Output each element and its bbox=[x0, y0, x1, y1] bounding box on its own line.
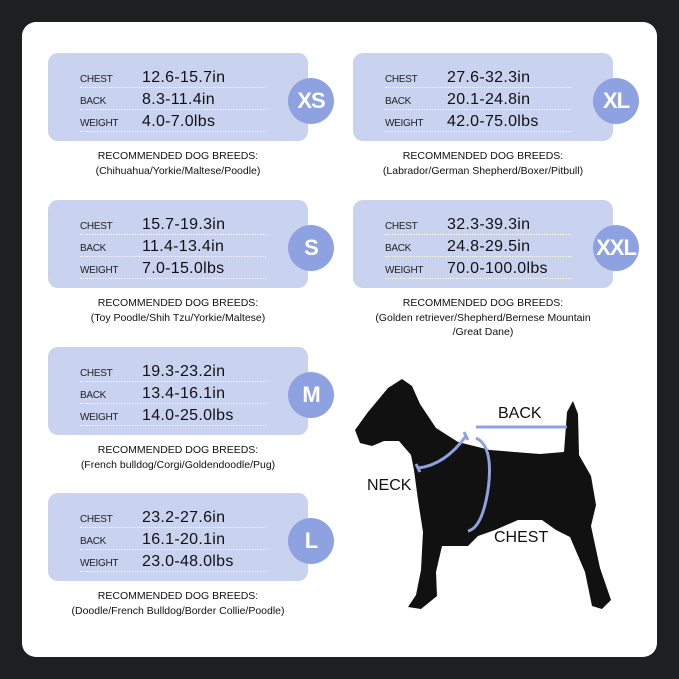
recommended-breeds: RECOMMENDED DOG BREEDS: (Labrador/German … bbox=[333, 149, 633, 178]
back-row: BACK 20.1-24.8in bbox=[385, 87, 571, 110]
back-label: BACK bbox=[80, 536, 107, 547]
recommended-heading: RECOMMENDED DOG BREEDS: bbox=[97, 590, 259, 602]
back-value: 8.3-11.4in bbox=[142, 91, 215, 108]
weight-value: 4.0-7.0lbs bbox=[142, 113, 216, 130]
back-label: BACK bbox=[385, 243, 412, 254]
breed-list: (French bulldog/Corgi/Goldendoodle/Pug) bbox=[80, 458, 276, 471]
weight-row: WEIGHT 23.0-48.0lbs bbox=[80, 549, 266, 572]
dog-silhouette bbox=[355, 379, 611, 609]
recommended-breeds: RECOMMENDED DOG BREEDS: (Golden retriever… bbox=[333, 296, 633, 340]
breed-list: (Toy Poodle/Shih Tzu/Yorkie/Maltese) bbox=[90, 311, 266, 324]
weight-row: WEIGHT 7.0-15.0lbs bbox=[80, 256, 266, 279]
back-label: BACK bbox=[80, 390, 107, 401]
recommended-heading: RECOMMENDED DOG BREEDS: bbox=[402, 150, 564, 162]
chest-label: CHEST bbox=[80, 221, 113, 232]
chest-label: CHEST bbox=[494, 529, 549, 546]
size-card-panel: CHEST 19.3-23.2in BACK 13.4-16.1in WEIGH… bbox=[48, 347, 308, 435]
back-row: BACK 8.3-11.4in bbox=[80, 87, 266, 110]
chest-label: CHEST bbox=[385, 221, 418, 232]
breed-list: (Chihuahua/Yorkie/Maltese/Poodle) bbox=[95, 164, 261, 177]
chest-row: CHEST 19.3-23.2in bbox=[80, 359, 266, 382]
weight-value: 23.0-48.0lbs bbox=[142, 553, 234, 570]
back-value: 11.4-13.4in bbox=[142, 238, 225, 255]
back-value: 24.8-29.5in bbox=[447, 238, 531, 255]
size-badge: XXL bbox=[593, 225, 639, 271]
recommended-heading: RECOMMENDED DOG BREEDS: bbox=[97, 444, 259, 456]
weight-value: 7.0-15.0lbs bbox=[142, 260, 225, 277]
chest-value: 19.3-23.2in bbox=[142, 363, 226, 380]
weight-value: 42.0-75.0lbs bbox=[447, 113, 539, 130]
back-value: 20.1-24.8in bbox=[447, 91, 531, 108]
weight-label: WEIGHT bbox=[385, 118, 424, 129]
chest-label: CHEST bbox=[80, 74, 113, 85]
chest-value: 32.3-39.3in bbox=[447, 216, 531, 233]
chest-value: 12.6-15.7in bbox=[142, 69, 226, 86]
size-badge: XL bbox=[593, 78, 639, 124]
chest-label: CHEST bbox=[80, 368, 113, 379]
chest-value: 23.2-27.6in bbox=[142, 509, 226, 526]
chest-row: CHEST 15.7-19.3in bbox=[80, 212, 266, 235]
chest-value: 27.6-32.3in bbox=[447, 69, 531, 86]
weight-row: WEIGHT 42.0-75.0lbs bbox=[385, 109, 571, 132]
chest-label: CHEST bbox=[385, 74, 418, 85]
back-value: 16.1-20.1in bbox=[142, 531, 226, 548]
chest-row: CHEST 12.6-15.7in bbox=[80, 65, 266, 88]
back-row: BACK 11.4-13.4in bbox=[80, 234, 266, 257]
neck-measure-loop bbox=[414, 431, 470, 473]
chest-label: CHEST bbox=[80, 514, 113, 525]
size-card-panel: CHEST 27.6-32.3in BACK 20.1-24.8in WEIGH… bbox=[353, 53, 613, 141]
chest-row: CHEST 32.3-39.3in bbox=[385, 212, 571, 235]
back-value: 13.4-16.1in bbox=[142, 385, 226, 402]
neck-label: NECK bbox=[367, 477, 412, 494]
back-label: BACK bbox=[80, 243, 107, 254]
weight-row: WEIGHT 70.0-100.0lbs bbox=[385, 256, 571, 279]
back-row: BACK 13.4-16.1in bbox=[80, 381, 266, 404]
weight-value: 14.0-25.0lbs bbox=[142, 407, 234, 424]
recommended-heading: RECOMMENDED DOG BREEDS: bbox=[97, 150, 259, 162]
weight-label: WEIGHT bbox=[80, 412, 119, 423]
recommended-breeds: RECOMMENDED DOG BREEDS: (French bulldog/C… bbox=[28, 443, 328, 472]
weight-label: WEIGHT bbox=[80, 118, 119, 129]
weight-label: WEIGHT bbox=[80, 265, 119, 276]
size-badge: S bbox=[288, 225, 334, 271]
weight-label: WEIGHT bbox=[80, 558, 119, 569]
back-label: BACK bbox=[498, 405, 542, 422]
back-row: BACK 24.8-29.5in bbox=[385, 234, 571, 257]
breed-list: (Doodle/French Bulldog/Border Collie/Poo… bbox=[71, 604, 285, 617]
size-card-panel: CHEST 32.3-39.3in BACK 24.8-29.5in WEIGH… bbox=[353, 200, 613, 288]
recommended-heading: RECOMMENDED DOG BREEDS: bbox=[97, 297, 259, 309]
breed-list: (Golden retriever/Shepherd/Bernese Mount… bbox=[375, 311, 591, 324]
size-badge: XS bbox=[288, 78, 334, 124]
back-label: BACK bbox=[385, 96, 412, 107]
chest-value: 15.7-19.3in bbox=[142, 216, 226, 233]
size-badge: L bbox=[288, 518, 334, 564]
back-row: BACK 16.1-20.1in bbox=[80, 527, 266, 550]
size-card-panel: CHEST 15.7-19.3in BACK 11.4-13.4in WEIGH… bbox=[48, 200, 308, 288]
weight-label: WEIGHT bbox=[385, 265, 424, 276]
chest-row: CHEST 27.6-32.3in bbox=[385, 65, 571, 88]
weight-row: WEIGHT 4.0-7.0lbs bbox=[80, 109, 266, 132]
weight-row: WEIGHT 14.0-25.0lbs bbox=[80, 403, 266, 426]
breed-list: /Great Dane) bbox=[452, 326, 514, 338]
chest-measure-loop bbox=[467, 436, 491, 533]
weight-value: 70.0-100.0lbs bbox=[447, 260, 548, 277]
recommended-heading: RECOMMENDED DOG BREEDS: bbox=[402, 297, 564, 309]
size-card-panel: CHEST 12.6-15.7in BACK 8.3-11.4in WEIGHT… bbox=[48, 53, 308, 141]
chest-row: CHEST 23.2-27.6in bbox=[80, 505, 266, 528]
recommended-breeds: RECOMMENDED DOG BREEDS: (Chihuahua/Yorkie… bbox=[28, 149, 328, 178]
breed-list: (Labrador/German Shepherd/Boxer/Pitbull) bbox=[382, 164, 584, 177]
size-badge: M bbox=[288, 372, 334, 418]
size-card-panel: CHEST 23.2-27.6in BACK 16.1-20.1in WEIGH… bbox=[48, 493, 308, 581]
recommended-breeds: RECOMMENDED DOG BREEDS: (Doodle/French Bu… bbox=[28, 589, 328, 618]
recommended-breeds: RECOMMENDED DOG BREEDS: (Toy Poodle/Shih … bbox=[28, 296, 328, 325]
back-label: BACK bbox=[80, 96, 107, 107]
